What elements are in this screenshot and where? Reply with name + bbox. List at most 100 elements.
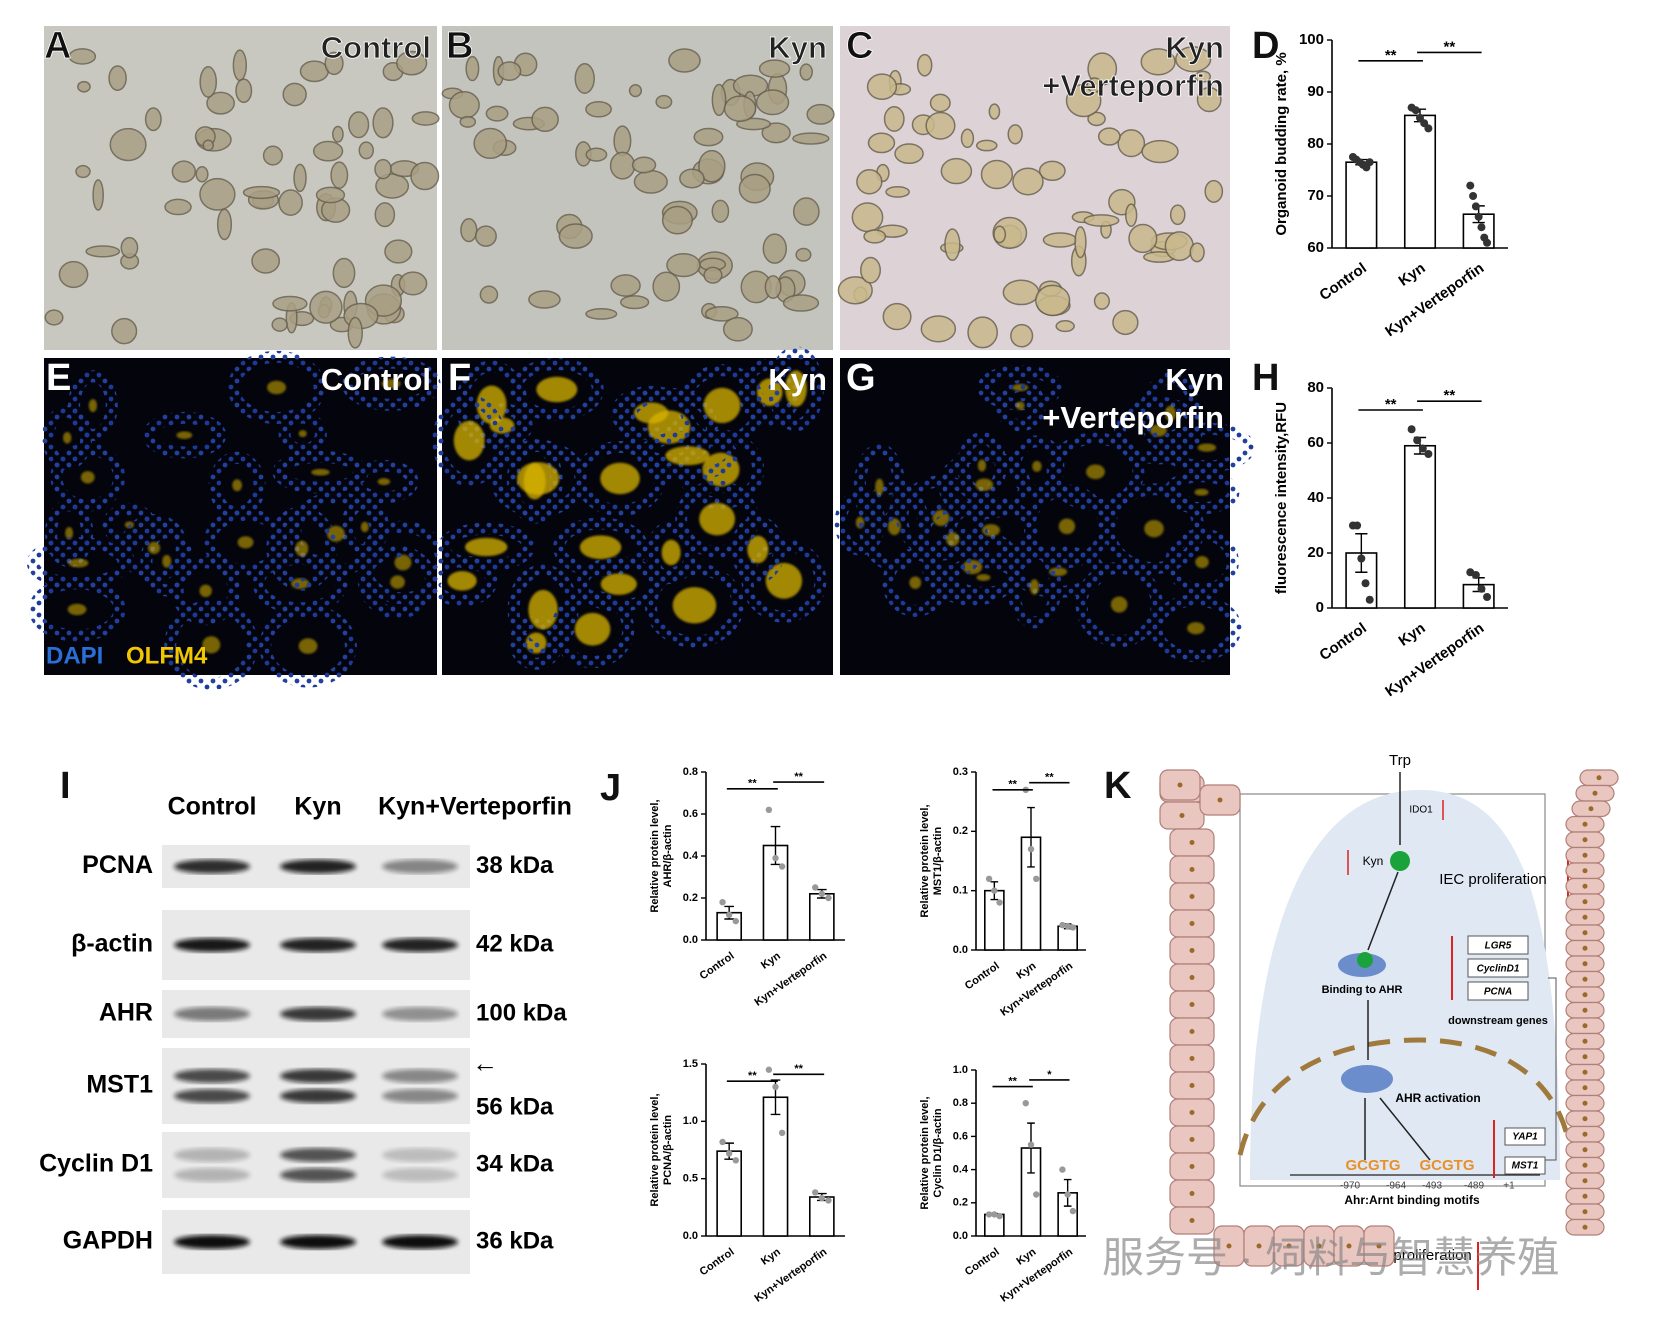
crypt (227, 350, 326, 425)
crypt (203, 508, 288, 576)
olfm4-signal (600, 462, 640, 495)
y-axis-label: MST1/β-actin (932, 827, 944, 896)
organoid (206, 91, 235, 115)
y-tick-label: 0.0 (683, 1230, 698, 1242)
position-label: -489 (1464, 1181, 1484, 1192)
x-tick-label: Control (698, 950, 737, 982)
crypt (853, 443, 906, 531)
organoid (693, 127, 724, 147)
crypt (1150, 594, 1242, 663)
organoid (722, 316, 753, 342)
bar (808, 1196, 835, 1237)
organoid (764, 275, 782, 299)
significance-label: ** (1008, 1076, 1017, 1088)
panel-label: A (44, 25, 71, 67)
bar (1403, 444, 1437, 609)
organoid (324, 51, 344, 76)
cell-nucleus (1582, 1007, 1588, 1013)
x-tick-label: Control (1316, 260, 1369, 305)
x-tick-label: Kyn (1014, 1246, 1038, 1268)
organoid (762, 233, 788, 264)
data-point (1361, 579, 1370, 588)
blot-band (280, 1148, 356, 1162)
stain-legend: OLFM4 (126, 642, 208, 669)
blot-row-label: AHR (99, 999, 153, 1027)
blot-band (382, 1235, 458, 1249)
organoid (459, 115, 477, 128)
organoid (633, 169, 668, 194)
blot-column: Kyn+Verteporfin (378, 793, 572, 821)
data-point (991, 887, 998, 894)
y-axis-label: Relative protein level, (649, 799, 661, 912)
organoid (860, 256, 881, 284)
data-point (1357, 554, 1366, 563)
data-point (1069, 924, 1077, 931)
organoid (216, 208, 233, 241)
organoid (272, 295, 308, 312)
y-tick-label: 80 (1307, 135, 1324, 152)
western-blot: Control Kyn Kyn+Verteporfin PCNA 38 kDa β-act… (39, 793, 572, 1274)
olfm4-signal (875, 478, 884, 496)
cell-nucleus (1582, 1193, 1588, 1199)
blot-band (382, 859, 458, 874)
olfm4-signal (1144, 519, 1164, 538)
crypt (1163, 470, 1240, 515)
crypt (120, 514, 188, 582)
y-tick-label: 0.1 (953, 885, 968, 897)
y-tick-label: 0.6 (953, 1130, 968, 1142)
organoid (755, 89, 790, 116)
organoid (1012, 167, 1044, 196)
olfm4-signal (67, 603, 87, 616)
blot-band (174, 1069, 250, 1083)
significance-label: ** (748, 1070, 757, 1082)
panel-caption: Control (321, 362, 431, 397)
organoid (1117, 129, 1146, 158)
organoid (885, 186, 910, 198)
data-point (1483, 238, 1492, 247)
organoid (795, 247, 812, 262)
crypt (142, 411, 227, 459)
olfm4-signal (574, 612, 611, 646)
blot-strip (162, 1132, 470, 1198)
organoid (1124, 203, 1138, 228)
olfm4-signal (976, 574, 991, 581)
motif-caption: Ahr:Arnt binding motifs (1344, 1193, 1480, 1207)
arrow (1367, 871, 1399, 951)
blot-band (280, 1235, 356, 1249)
crypt (266, 506, 338, 591)
olfm4-signal (62, 432, 72, 444)
crypt (1009, 435, 1065, 498)
y-tick-label: 20 (1307, 544, 1324, 561)
y-tick-label: 1.0 (683, 1115, 698, 1127)
data-point (732, 917, 739, 925)
olfm4-signal (528, 589, 558, 630)
organoid (1055, 320, 1075, 333)
y-tick-label: 0.0 (953, 944, 968, 956)
blot-band (382, 1148, 458, 1162)
data-point (765, 806, 773, 813)
crypt (426, 555, 498, 607)
panel-label: G (846, 357, 876, 399)
organoid (1140, 48, 1176, 76)
crypt (882, 548, 949, 617)
significance-label: ** (1008, 779, 1017, 791)
olfm4-signal (747, 535, 769, 564)
data-point (1022, 1100, 1029, 1107)
y-tick-label: 60 (1307, 239, 1324, 256)
significance-label: ** (1385, 47, 1397, 64)
panel-label: F (448, 357, 471, 399)
organoid (661, 205, 693, 235)
organoid (1065, 83, 1102, 118)
cell-nucleus (1189, 1218, 1195, 1223)
organoid (806, 103, 835, 125)
crypt (644, 562, 744, 648)
crypt (509, 357, 604, 422)
data-point (1064, 923, 1071, 930)
organoid (68, 48, 97, 65)
crypt (916, 501, 989, 578)
crypt (944, 496, 1038, 564)
organoid (761, 122, 791, 144)
organoid (993, 225, 1007, 244)
olfm4-signal (68, 558, 89, 568)
data-point (1469, 192, 1478, 200)
